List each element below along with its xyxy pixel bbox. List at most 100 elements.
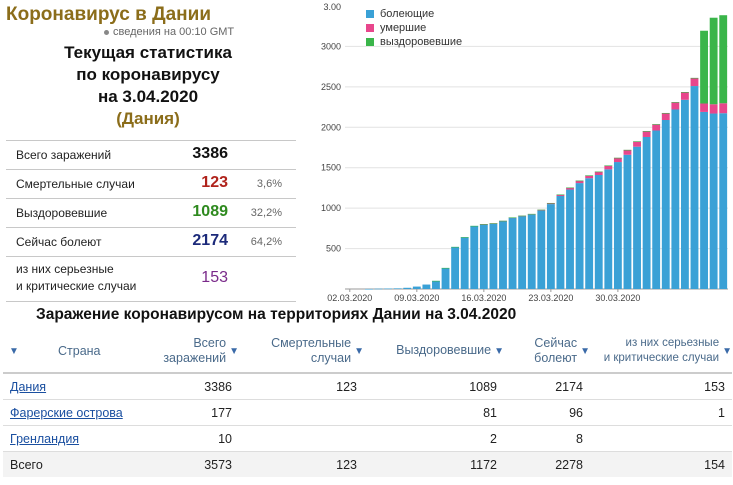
- cell-serious: [590, 425, 732, 452]
- bar-segment: [499, 221, 507, 289]
- bar-segment: [719, 15, 728, 104]
- stat-label-line2: и критические случаи: [16, 279, 137, 293]
- bar-segment: [470, 225, 479, 227]
- stat-label: Всего заражений: [16, 148, 112, 162]
- update-time: сведения на 00:10 GMT: [104, 26, 234, 38]
- bar-segment: [432, 280, 440, 282]
- stat-value-deaths: 123: [201, 174, 228, 191]
- bar-segment: [661, 113, 670, 121]
- x-tick-label: 23.03.2020: [528, 293, 573, 303]
- bar-segment: [508, 217, 517, 289]
- bar-segment: [594, 174, 603, 289]
- col-header-active[interactable]: Сейчас болеют ▼: [504, 330, 590, 374]
- bar-segment: [575, 183, 584, 289]
- x-tick-label: 30.03.2020: [595, 293, 640, 303]
- cell-total: 3573: [136, 451, 239, 477]
- y-tick-label: 1500: [321, 163, 341, 173]
- legend-label: умершие: [380, 22, 426, 34]
- cell-total: 10: [136, 425, 239, 452]
- col-header-line2: и критические случаи: [603, 352, 720, 364]
- bar-segment: [671, 109, 680, 289]
- bar-segment: [633, 141, 641, 142]
- cell-active: 2278: [504, 451, 590, 477]
- legend-label: болеющие: [380, 8, 434, 20]
- stats-panel: Всего заражений 3386 Смертельные случаи …: [6, 140, 296, 302]
- bar-segment: [575, 180, 584, 182]
- sort-arrow-icon[interactable]: ▼: [722, 346, 732, 358]
- col-header-label: Выздоровевшие: [396, 343, 492, 358]
- bar-segment: [661, 112, 670, 114]
- bar-segment: [709, 113, 718, 289]
- bar-segment: [479, 224, 488, 225]
- col-header-label: Сейчас болеют: [534, 336, 577, 366]
- bar-segment: [700, 111, 708, 290]
- country-link[interactable]: Фарерские острова: [10, 405, 123, 420]
- bar-segment: [613, 157, 622, 159]
- x-tick-label: 02.03.2020: [327, 293, 372, 303]
- bar-segment: [623, 149, 632, 151]
- territories-table: ▼ Страна Всего заражений ▼ Смертельные случа…: [3, 330, 732, 477]
- legend-swatch: [366, 10, 374, 18]
- bar-segment: [642, 131, 651, 137]
- stat-value-active: 2174: [192, 232, 228, 249]
- table-row: Гренландия 10 2 8: [3, 425, 732, 452]
- x-tick-label: 16.03.2020: [461, 293, 506, 303]
- table-row: Фарерские острова 177 81 96 1: [3, 399, 732, 426]
- col-header-line1: Смертельные: [271, 336, 352, 350]
- table-title: Заражение коронавирусом на территориях Д…: [36, 306, 517, 323]
- bar-segment: [700, 103, 708, 112]
- col-header-deaths[interactable]: Смертельные случаи ▼: [239, 330, 364, 374]
- col-header-serious[interactable]: из них серьезные и критические случаи▼: [590, 330, 732, 374]
- bar-segment: [719, 103, 728, 114]
- bar-segment: [365, 288, 373, 290]
- cell-total: 3386: [136, 373, 239, 400]
- stats-heading-country: (Дания): [116, 109, 180, 128]
- bar-segment: [604, 165, 613, 167]
- bar-segment: [642, 136, 651, 289]
- bar-segment: [585, 175, 594, 179]
- col-header-label: Страна: [58, 344, 101, 358]
- stat-value-total: 3386: [192, 145, 228, 162]
- cell-active: 96: [504, 399, 590, 426]
- bar-segment: [585, 178, 594, 289]
- cell-deaths: [239, 399, 364, 426]
- bar-segment: [604, 165, 613, 170]
- bar-segment: [537, 210, 546, 289]
- bar-segment: [451, 246, 460, 289]
- sort-arrow-icon[interactable]: ▼: [229, 346, 239, 358]
- col-header-line1: Сейчас: [534, 336, 578, 350]
- country-link[interactable]: Гренландия: [10, 431, 80, 446]
- bar-segment: [546, 203, 555, 205]
- bar-segment: [566, 189, 574, 289]
- bar-segment: [661, 120, 670, 289]
- col-header-recovered[interactable]: Выздоровевшие ▼: [364, 330, 504, 374]
- bar-segment: [690, 86, 699, 289]
- cell-serious: 1: [590, 399, 732, 426]
- bar-segment: [508, 217, 517, 219]
- bar-segment: [499, 220, 507, 222]
- page-title: Коронавирус в Дании: [6, 4, 212, 25]
- sort-arrow-icon[interactable]: ▼: [580, 346, 590, 358]
- table-total-row: Всего 3573 123 1172 2278 154: [3, 451, 732, 477]
- col-header-country[interactable]: ▼ Страна: [3, 330, 136, 374]
- sort-arrow-icon[interactable]: ▼: [354, 346, 364, 358]
- stat-row-deaths: Смертельные случаи 123 3,6%: [6, 169, 296, 198]
- bar-segment: [546, 204, 555, 289]
- stat-percent: 3,6%: [256, 178, 282, 190]
- country-link[interactable]: Дания: [10, 379, 47, 394]
- sort-arrow-icon[interactable]: ▼: [9, 346, 19, 357]
- bar-segment: [403, 287, 412, 289]
- bar-segment: [652, 124, 661, 131]
- col-header-total[interactable]: Всего заражений ▼: [136, 330, 239, 374]
- legend-label: выздоровевшие: [380, 36, 462, 48]
- bar-segment: [709, 17, 718, 105]
- bar-segment: [566, 187, 574, 189]
- col-header-line2: заражений: [163, 351, 227, 365]
- bar-segment: [652, 124, 661, 125]
- sort-arrow-icon[interactable]: ▼: [494, 346, 504, 357]
- cell-total: 177: [136, 399, 239, 426]
- stats-heading-date: на 3.04.2020: [97, 87, 199, 106]
- y-tick-label: 2000: [321, 122, 341, 132]
- cell-recovered: 81: [364, 399, 504, 426]
- y-tick-label: 500: [326, 244, 341, 254]
